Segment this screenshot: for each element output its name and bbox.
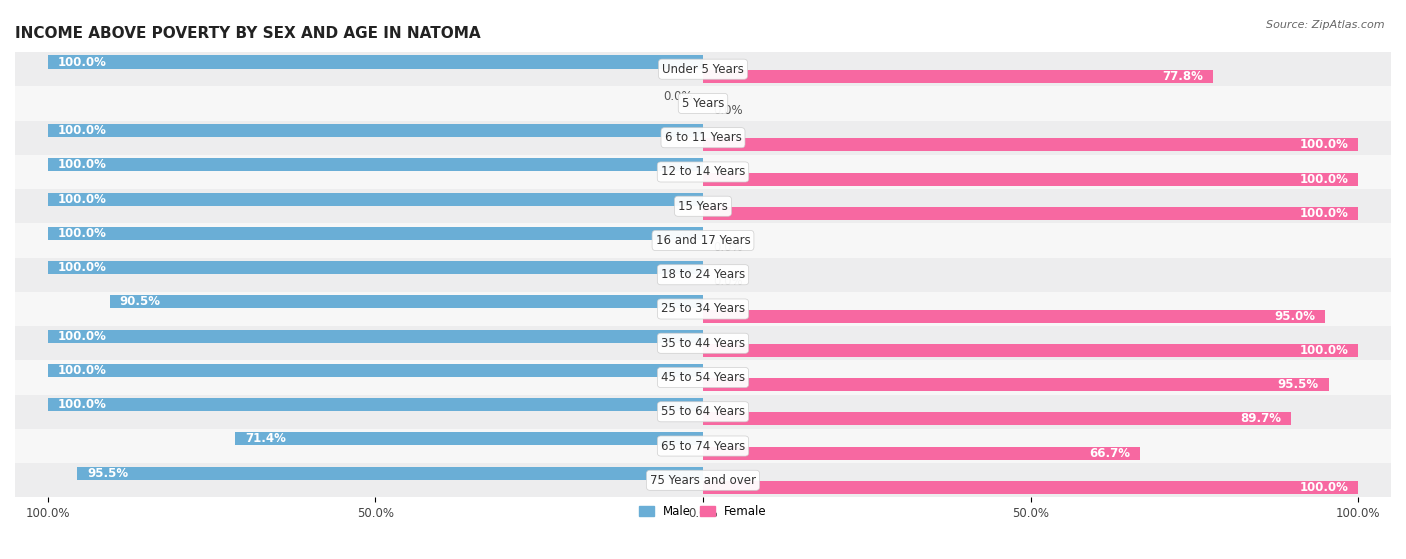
Text: 100.0%: 100.0% bbox=[1299, 481, 1348, 494]
Text: 100.0%: 100.0% bbox=[58, 261, 107, 274]
Bar bbox=[48, 261, 703, 274]
Bar bbox=[703, 207, 1358, 220]
Bar bbox=[15, 224, 1391, 258]
Text: 6 to 11 Years: 6 to 11 Years bbox=[665, 131, 741, 144]
Text: 0.0%: 0.0% bbox=[713, 104, 742, 117]
Text: 100.0%: 100.0% bbox=[1299, 344, 1348, 357]
Bar bbox=[703, 310, 1326, 323]
Text: 71.4%: 71.4% bbox=[245, 432, 285, 446]
Bar bbox=[703, 378, 1329, 391]
Bar bbox=[703, 413, 1291, 425]
Text: 0.0%: 0.0% bbox=[713, 276, 742, 288]
Text: 90.5%: 90.5% bbox=[120, 295, 160, 309]
Text: Under 5 Years: Under 5 Years bbox=[662, 63, 744, 75]
Bar bbox=[703, 481, 1358, 494]
Bar bbox=[15, 463, 1391, 498]
Bar bbox=[48, 330, 703, 343]
Text: Source: ZipAtlas.com: Source: ZipAtlas.com bbox=[1267, 20, 1385, 30]
Text: 66.7%: 66.7% bbox=[1090, 447, 1130, 459]
Bar bbox=[110, 295, 703, 309]
Text: 100.0%: 100.0% bbox=[58, 330, 107, 343]
Bar bbox=[15, 395, 1391, 429]
Bar bbox=[15, 155, 1391, 189]
Text: 55 to 64 Years: 55 to 64 Years bbox=[661, 405, 745, 418]
Text: 5 Years: 5 Years bbox=[682, 97, 724, 110]
Text: INCOME ABOVE POVERTY BY SEX AND AGE IN NATOMA: INCOME ABOVE POVERTY BY SEX AND AGE IN N… bbox=[15, 26, 481, 41]
Text: 0.0%: 0.0% bbox=[664, 90, 693, 103]
Bar bbox=[703, 173, 1358, 186]
Text: 25 to 34 Years: 25 to 34 Years bbox=[661, 302, 745, 315]
Bar bbox=[48, 227, 703, 240]
Text: 100.0%: 100.0% bbox=[1299, 207, 1348, 220]
Text: 89.7%: 89.7% bbox=[1240, 413, 1281, 425]
Bar bbox=[703, 70, 1213, 83]
Bar bbox=[15, 326, 1391, 361]
Bar bbox=[703, 344, 1358, 357]
Bar bbox=[15, 52, 1391, 86]
Text: 95.0%: 95.0% bbox=[1275, 310, 1316, 323]
Text: 95.5%: 95.5% bbox=[1278, 378, 1319, 391]
Bar bbox=[235, 432, 703, 446]
Text: 100.0%: 100.0% bbox=[58, 227, 107, 240]
Text: 16 and 17 Years: 16 and 17 Years bbox=[655, 234, 751, 247]
Text: 100.0%: 100.0% bbox=[58, 55, 107, 69]
Bar bbox=[15, 189, 1391, 224]
Bar bbox=[15, 121, 1391, 155]
Text: 65 to 74 Years: 65 to 74 Years bbox=[661, 439, 745, 453]
Text: 100.0%: 100.0% bbox=[58, 398, 107, 411]
Bar bbox=[15, 361, 1391, 395]
Text: 18 to 24 Years: 18 to 24 Years bbox=[661, 268, 745, 281]
Bar bbox=[15, 429, 1391, 463]
Bar bbox=[77, 467, 703, 480]
Text: 0.0%: 0.0% bbox=[713, 241, 742, 254]
Text: 12 to 14 Years: 12 to 14 Years bbox=[661, 165, 745, 178]
Bar bbox=[15, 292, 1391, 326]
Text: 100.0%: 100.0% bbox=[1299, 173, 1348, 186]
Bar bbox=[48, 364, 703, 377]
Bar bbox=[703, 447, 1140, 459]
Text: 35 to 44 Years: 35 to 44 Years bbox=[661, 337, 745, 350]
Bar bbox=[703, 139, 1358, 151]
Text: 95.5%: 95.5% bbox=[87, 467, 128, 480]
Text: 100.0%: 100.0% bbox=[58, 124, 107, 137]
Text: 100.0%: 100.0% bbox=[1299, 139, 1348, 151]
Text: 100.0%: 100.0% bbox=[58, 364, 107, 377]
Text: 100.0%: 100.0% bbox=[58, 158, 107, 171]
Text: 15 Years: 15 Years bbox=[678, 200, 728, 213]
Text: 77.8%: 77.8% bbox=[1163, 70, 1204, 83]
Text: 75 Years and over: 75 Years and over bbox=[650, 474, 756, 487]
Text: 45 to 54 Years: 45 to 54 Years bbox=[661, 371, 745, 384]
Bar bbox=[15, 86, 1391, 121]
Bar bbox=[48, 124, 703, 137]
Bar bbox=[48, 192, 703, 206]
Bar bbox=[15, 258, 1391, 292]
Bar bbox=[48, 158, 703, 171]
Legend: Male, Female: Male, Female bbox=[634, 500, 772, 523]
Text: 100.0%: 100.0% bbox=[58, 192, 107, 206]
Bar bbox=[48, 398, 703, 411]
Bar bbox=[48, 55, 703, 69]
